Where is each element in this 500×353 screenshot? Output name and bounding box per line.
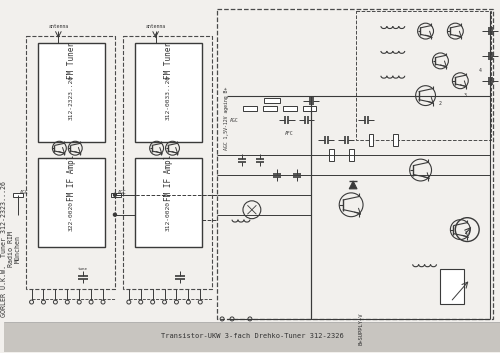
Text: 2: 2 xyxy=(439,101,442,106)
Bar xyxy=(264,98,280,103)
Bar xyxy=(38,43,105,142)
Text: antenna: antenna xyxy=(146,24,166,29)
Bar xyxy=(394,134,398,146)
Text: AGC: AGC xyxy=(230,118,238,123)
Text: AGC: AGC xyxy=(118,190,126,195)
Bar xyxy=(368,134,374,146)
Text: AFC: AFC xyxy=(286,131,294,136)
Bar xyxy=(217,9,493,319)
Bar xyxy=(263,106,276,111)
Bar xyxy=(38,158,105,247)
Bar xyxy=(440,269,464,304)
Text: antenna: antenna xyxy=(48,24,68,29)
Bar xyxy=(26,36,115,289)
Bar xyxy=(356,11,491,140)
Bar xyxy=(4,322,500,352)
Text: 312-0020: 312-0020 xyxy=(166,201,171,231)
Polygon shape xyxy=(349,181,357,189)
Text: AGC 1,5V-12V ageing B+: AGC 1,5V-12V ageing B+ xyxy=(224,87,229,150)
Text: 4: 4 xyxy=(478,68,482,73)
Bar xyxy=(329,149,334,161)
Text: 312-2323..26: 312-2323..26 xyxy=(69,75,74,120)
Text: AGC: AGC xyxy=(20,190,28,195)
Text: Transistor-UKW 3-fach Drehko-Tuner 312-2326: Transistor-UKW 3-fach Drehko-Tuner 312-2… xyxy=(160,333,344,339)
Bar xyxy=(111,193,121,197)
Bar xyxy=(302,106,316,111)
Circle shape xyxy=(114,193,116,196)
Text: tune: tune xyxy=(78,267,88,271)
Bar xyxy=(12,193,22,197)
Circle shape xyxy=(114,213,116,216)
Bar xyxy=(123,36,212,289)
Text: 312-0033..26: 312-0033..26 xyxy=(166,75,171,120)
Bar xyxy=(243,106,257,111)
Bar xyxy=(135,158,202,247)
Text: FM IF Ampl: FM IF Ampl xyxy=(67,155,76,201)
Text: B+SUPPLY+V: B+SUPPLY+V xyxy=(358,313,364,345)
Bar xyxy=(135,43,202,142)
Bar xyxy=(282,106,296,111)
Text: GÖRLER U.K.W.  Tuner 312-2323...26
Radio RIM
München: GÖRLER U.K.W. Tuner 312-2323...26 Radio … xyxy=(0,181,21,317)
Text: FM Tuner: FM Tuner xyxy=(67,42,76,79)
Text: FM IF Ampl: FM IF Ampl xyxy=(164,155,173,201)
Text: FM Tuner: FM Tuner xyxy=(164,42,173,79)
Bar xyxy=(348,149,354,161)
Text: 322-0020: 322-0020 xyxy=(69,201,74,231)
Text: 3: 3 xyxy=(464,93,466,98)
